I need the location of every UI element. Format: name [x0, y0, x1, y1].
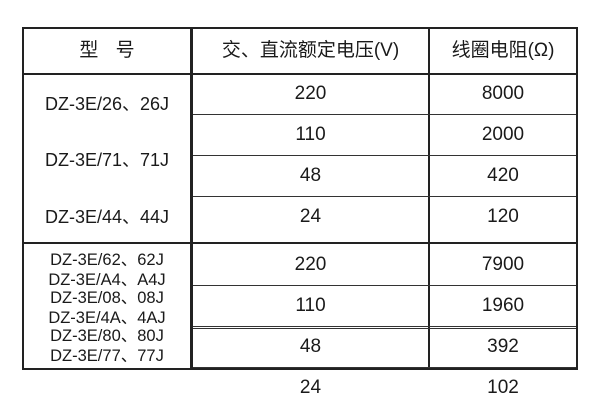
row-rule	[193, 196, 576, 197]
voltage-value: 48	[299, 165, 322, 186]
model-label: DZ-3E/71、71J	[44, 150, 170, 171]
row-rule	[193, 367, 576, 368]
resistance-value: 102	[487, 377, 519, 398]
resistance-value: 392	[487, 336, 519, 357]
model-label: DZ-3E/08、08J	[50, 289, 164, 307]
voltage-value: 110	[295, 295, 326, 316]
model-group-top: DZ-3E/26、26J DZ-3E/71、71J DZ-3E/44、44J	[24, 75, 190, 244]
model-label: DZ-3E/44、44J	[44, 206, 170, 227]
model-pair: DZ-3E/4A、4AJ DZ-3E/80、80J	[48, 309, 166, 346]
header-resistance: 线圈电阻(Ω)	[451, 40, 555, 61]
resistance-value: 8000	[481, 83, 525, 104]
voltage-value: 48	[299, 336, 322, 357]
section-separator	[24, 242, 576, 244]
resistance-value: 2000	[481, 124, 525, 145]
table-grid: 型 号 交、直流额定电压(V) 线圈电阻(Ω) DZ-3E/26、26J DZ-…	[24, 29, 576, 398]
specification-table: 型 号 交、直流额定电压(V) 线圈电阻(Ω) DZ-3E/26、26J DZ-…	[22, 27, 578, 398]
model-label: DZ-3E/80、80J	[50, 327, 164, 345]
row-rule	[193, 285, 576, 286]
row-rule	[193, 326, 576, 327]
table-header-row: 型 号 交、直流额定电压(V) 线圈电阻(Ω)	[24, 29, 576, 73]
header-model: 型 号	[79, 40, 141, 61]
voltage-value: 220	[294, 254, 327, 275]
model-label: DZ-3E/77、77J	[50, 347, 164, 366]
resistance-value: 420	[487, 165, 519, 186]
rule-under-header	[24, 73, 576, 75]
voltage-value: 220	[294, 83, 327, 104]
voltage-value: 24	[299, 206, 322, 227]
row-rule	[193, 155, 576, 156]
column-divider-model-voltage	[190, 29, 193, 368]
model-label: DZ-3E/4A、4AJ	[48, 309, 166, 328]
row-rule	[193, 114, 576, 115]
model-label: DZ-3E/62、62J	[50, 251, 164, 269]
model-label: DZ-3E/26、26J	[44, 94, 170, 115]
column-divider-voltage-resistance	[428, 29, 430, 368]
header-voltage: 交、直流额定电压(V)	[221, 40, 400, 61]
model-label: DZ-3E/A4、A4J	[48, 271, 166, 290]
model-pair: DZ-3E/A4、A4J DZ-3E/08、08J	[48, 271, 166, 308]
resistance-value: 7900	[481, 254, 525, 275]
voltage-value: 24	[299, 377, 322, 398]
resistance-value: 1960	[481, 295, 525, 316]
row-rule-hidden	[193, 328, 576, 329]
voltage-value: 110	[295, 124, 326, 145]
resistance-value: 120	[487, 206, 519, 227]
model-group-bottom: DZ-3E/62、62J DZ-3E/A4、A4J DZ-3E/08、08J D…	[24, 246, 190, 370]
